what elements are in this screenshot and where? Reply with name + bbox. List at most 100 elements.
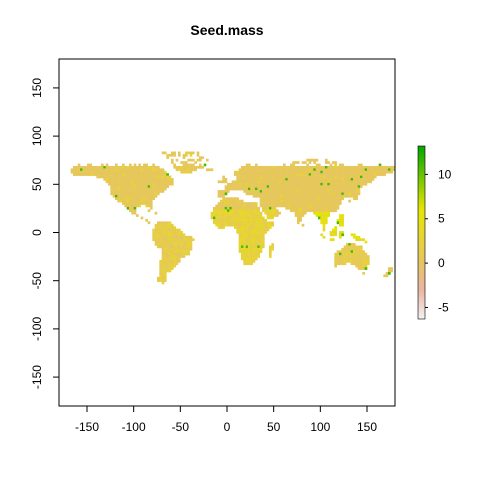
raster-cell [320, 209, 323, 213]
colorbar-tick-label: 10 [438, 167, 452, 181]
raster-cell [238, 245, 242, 249]
raster-cell [255, 226, 258, 229]
raster-cell [301, 214, 305, 217]
raster-cell [241, 182, 244, 186]
raster-cell [276, 182, 279, 186]
raster-cell [334, 233, 337, 237]
raster-cell [213, 219, 216, 222]
raster-cell [173, 163, 176, 167]
raster-cell [320, 173, 323, 176]
raster-cell [91, 170, 95, 174]
raster-cell [166, 185, 169, 188]
raster-cell [313, 209, 316, 213]
raster-cell [89, 165, 92, 169]
raster-cell [215, 209, 218, 213]
raster-cell [119, 194, 123, 198]
raster-cell [131, 182, 134, 186]
raster-cell [126, 197, 130, 201]
raster-cell [161, 238, 165, 241]
raster-cell [280, 192, 284, 196]
raster-cell [234, 211, 237, 215]
raster-cell [301, 175, 305, 179]
raster-cell [238, 199, 242, 203]
raster-cell [180, 252, 183, 256]
raster-cell [164, 262, 167, 266]
raster-cell [332, 180, 335, 184]
raster-cell [199, 165, 202, 169]
raster-cell [166, 240, 169, 244]
raster-cell [294, 211, 298, 215]
raster-cell [119, 192, 123, 196]
raster-cell [154, 178, 158, 181]
raster-cell [259, 219, 263, 222]
raster-cell [313, 161, 316, 164]
raster-cell [308, 209, 312, 213]
raster-cell [322, 165, 326, 169]
raster-cell [327, 197, 330, 201]
raster-cell [243, 221, 246, 225]
raster-cell [297, 185, 300, 188]
raster-cell [145, 182, 148, 186]
raster-cell [234, 214, 237, 217]
raster-cell [241, 204, 244, 208]
raster-cell [164, 173, 167, 176]
raster-cell [257, 182, 260, 186]
raster-cell [304, 199, 307, 203]
raster-cell [94, 168, 97, 172]
raster-cell [290, 185, 293, 188]
raster-cell [122, 168, 125, 172]
raster-cell [108, 168, 111, 172]
raster-cell [110, 178, 113, 181]
raster-cell [315, 199, 319, 203]
raster-cell [103, 173, 106, 176]
raster-cell [133, 173, 137, 176]
raster-cell [357, 173, 361, 176]
raster-cell [143, 185, 146, 188]
raster-cell [248, 204, 251, 208]
raster-cell [248, 175, 251, 179]
raster-cell [252, 252, 256, 256]
raster-cell [378, 168, 382, 172]
raster-cell [236, 180, 239, 184]
raster-cell [178, 238, 181, 241]
raster-cell [299, 165, 302, 169]
raster-cell [245, 182, 249, 186]
raster-cell [332, 168, 335, 172]
raster-cell [157, 173, 160, 176]
raster-cell [304, 209, 307, 213]
raster-cell [168, 238, 172, 241]
raster-cell [166, 264, 169, 268]
raster-cell [231, 211, 235, 215]
raster-cell [306, 168, 309, 172]
raster-cell [362, 267, 365, 270]
raster-cell [339, 262, 342, 266]
raster-cell [138, 165, 141, 169]
raster-cell [138, 182, 141, 186]
raster-cell [341, 178, 344, 181]
raster-cell [250, 170, 253, 174]
raster-cell [336, 259, 340, 263]
raster-cell [255, 190, 258, 193]
raster-cell [388, 168, 391, 172]
raster-cell [327, 168, 330, 172]
raster-cell [339, 199, 342, 203]
raster-cell [262, 221, 265, 225]
raster-cell [332, 175, 335, 179]
raster-cell [355, 192, 358, 196]
raster-cell [166, 250, 169, 254]
raster-cell [227, 202, 230, 205]
raster-cell [175, 238, 179, 241]
raster-cell [255, 163, 258, 167]
raster-cell [348, 245, 351, 249]
raster-cell [348, 178, 351, 181]
raster-cell [306, 180, 309, 184]
raster-cell [264, 192, 267, 196]
raster-cell [150, 192, 153, 196]
raster-cell [185, 165, 188, 169]
plot-frame [58, 58, 396, 407]
raster-cell [348, 165, 351, 169]
raster-cell [348, 170, 351, 174]
raster-cell [248, 216, 251, 220]
raster-cell [322, 221, 326, 225]
raster-cell [311, 204, 314, 208]
